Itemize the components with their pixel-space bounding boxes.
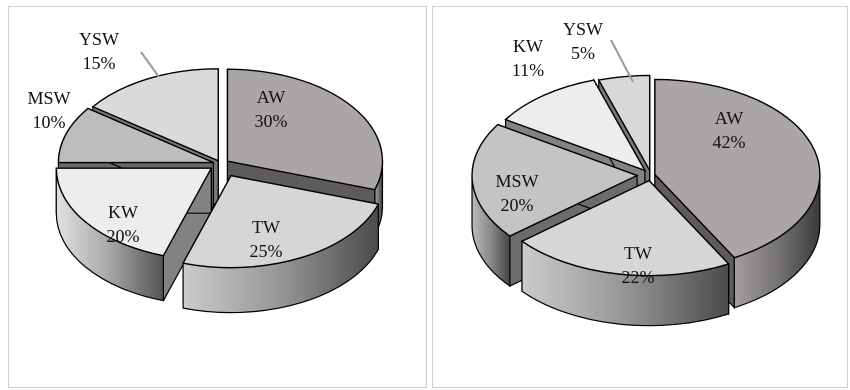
slice-percent-label: 15% [83,53,116,73]
slice-percent-label: 30% [255,111,288,131]
slice-category-label: YSW [563,19,603,39]
pie-slice-tw [182,174,380,314]
slice-percent-label: 5% [571,43,595,63]
leader-line [140,51,160,78]
chart-panel-left: AW 30% TW 25% KW 20% MSW 10% YSW 15% [8,6,427,388]
slice-category-label: TW [624,243,652,263]
pie-slice-top-face [55,167,213,257]
slice-percent-label: 20% [107,226,140,246]
slice-category-label: YSW [79,29,119,49]
pie-chart-left: AW 30% TW 25% KW 20% MSW 10% YSW 15% [27,29,384,314]
slice-category-label: AW [715,108,744,128]
leader-line [610,39,634,83]
pie-slice-top-face [91,68,219,162]
slice-percent-label: 25% [250,241,283,261]
slice-category-label: KW [108,202,138,222]
pie-slice-top-face [226,68,384,191]
chart-panel-right: AW 42% TW 22% MSW 20% KW 11% YSW 5% [432,6,848,388]
slice-category-label: KW [513,36,543,56]
slice-category-label: TW [252,217,280,237]
pie-slice-top-face [654,78,821,259]
slice-percent-label: 10% [33,112,66,132]
pie-slice-top-face [57,107,214,164]
pie-slice-top-face [520,179,730,277]
slice-percent-label: 42% [713,132,746,152]
slice-category-label: MSW [495,171,538,191]
pie-slice-top-face [182,174,380,269]
pie-slice-tw [520,179,730,327]
slice-percent-label: 11% [512,60,544,80]
pie-slice-top-face [504,79,647,172]
pie-slice-top-face [597,74,651,174]
slice-percent-label: 22% [622,267,655,287]
pie-chart-right: AW 42% TW 22% MSW 20% KW 11% YSW 5% [471,19,821,327]
pie-slice-kw [55,167,213,302]
slice-category-label: AW [257,87,286,107]
slice-percent-label: 20% [501,195,534,215]
slice-category-label: MSW [27,88,70,108]
pie-slice-top-face [471,123,639,237]
